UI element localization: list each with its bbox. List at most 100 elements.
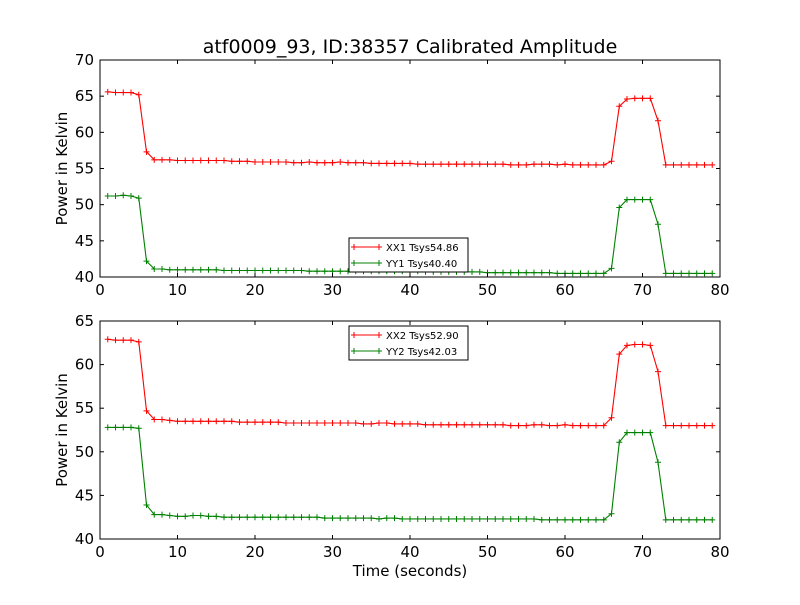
data-point — [593, 161, 599, 168]
data-point — [500, 269, 506, 276]
data-point — [608, 265, 615, 272]
data-point — [267, 267, 274, 274]
data-point — [252, 267, 258, 274]
data-point — [701, 270, 708, 277]
data-point — [159, 511, 165, 518]
x-tick-label: 50 — [478, 281, 497, 299]
data-point — [546, 516, 553, 523]
data-point — [205, 513, 212, 520]
data-point — [500, 515, 506, 522]
y-tick-label: 40 — [75, 268, 94, 286]
data-point — [686, 161, 692, 168]
data-point — [647, 95, 654, 102]
data-point — [190, 157, 196, 164]
data-point — [135, 195, 142, 202]
data-point — [608, 510, 615, 517]
data-point — [507, 161, 514, 168]
data-point — [283, 267, 289, 274]
data-point — [128, 337, 134, 344]
data-point — [213, 266, 220, 273]
data-point — [391, 420, 398, 427]
data-point — [453, 421, 460, 428]
data-point — [399, 515, 406, 522]
data-point — [205, 157, 212, 164]
legend-label: YY2 Tsys42.03 — [385, 347, 457, 358]
data-point — [569, 161, 576, 168]
data-point — [531, 269, 537, 276]
data-point — [655, 117, 661, 124]
data-point — [135, 338, 142, 345]
x-tick-label: 0 — [95, 543, 105, 561]
data-point — [655, 368, 661, 375]
data-point — [275, 419, 282, 426]
data-point — [523, 422, 530, 429]
data-point — [236, 514, 243, 521]
x-tick-label: 80 — [710, 543, 729, 561]
data-point — [600, 270, 607, 277]
data-point — [321, 515, 328, 522]
data-point — [259, 419, 266, 426]
data-point — [639, 95, 646, 102]
data-point — [298, 420, 305, 427]
data-point — [120, 337, 127, 344]
data-point — [267, 514, 274, 521]
data-point — [376, 160, 382, 167]
data-point — [345, 159, 351, 166]
data-point — [383, 160, 390, 167]
data-point — [507, 269, 514, 276]
data-point — [469, 268, 475, 275]
data-point — [422, 515, 429, 522]
data-point — [128, 192, 134, 199]
data-point — [236, 158, 243, 165]
data-point — [197, 418, 204, 425]
data-point — [662, 516, 669, 523]
data-point — [135, 425, 142, 432]
x-tick-label: 10 — [168, 281, 187, 299]
data-point — [709, 161, 716, 168]
data-point — [515, 161, 522, 168]
data-point — [686, 422, 692, 429]
data-point — [709, 422, 716, 429]
data-point — [314, 268, 320, 275]
data-point — [213, 157, 220, 164]
data-point — [376, 515, 382, 522]
data-point — [252, 514, 258, 521]
data-point — [159, 156, 165, 163]
data-point — [383, 420, 390, 427]
data-point — [531, 161, 537, 168]
data-point — [476, 268, 483, 275]
data-point — [476, 421, 483, 428]
data-point — [624, 196, 630, 203]
y-tick-label: 50 — [75, 196, 94, 214]
legend-marker — [376, 332, 382, 338]
data-point — [314, 514, 320, 521]
data-point — [670, 161, 677, 168]
x-tick-label: 30 — [323, 281, 342, 299]
x-tick-label: 80 — [710, 281, 729, 299]
data-point — [546, 161, 553, 168]
data-point — [523, 269, 530, 276]
data-point — [306, 514, 313, 521]
data-point — [631, 429, 638, 436]
data-point — [538, 161, 545, 168]
data-point — [531, 515, 537, 522]
data-point — [624, 96, 630, 103]
data-point — [414, 161, 421, 168]
data-point — [639, 429, 646, 436]
y-tick-label: 65 — [75, 87, 94, 105]
data-point — [352, 420, 359, 427]
data-point — [492, 269, 499, 276]
data-point — [174, 513, 181, 520]
data-point — [267, 419, 274, 426]
data-point — [484, 515, 491, 522]
data-point — [662, 270, 669, 277]
data-point — [360, 159, 367, 166]
data-point — [290, 420, 297, 427]
legend-box — [348, 237, 469, 273]
data-point — [143, 407, 150, 414]
legend-1: XX1 Tsys54.86 YY1 Tsys40.40 — [348, 237, 469, 273]
data-point — [368, 160, 375, 167]
data-point — [283, 420, 289, 427]
data-point — [228, 158, 235, 165]
data-point — [228, 514, 235, 521]
